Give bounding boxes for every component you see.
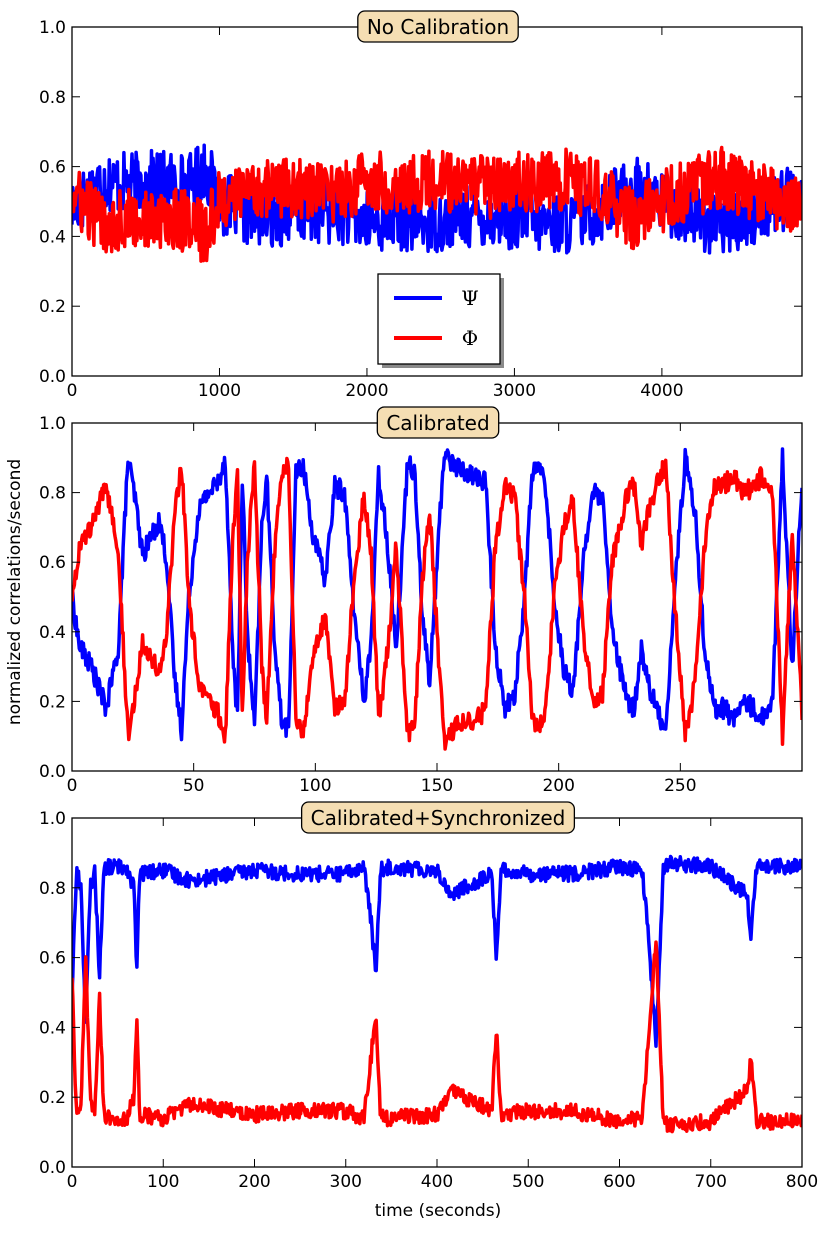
x-tick-label: 400: [421, 1172, 453, 1192]
title-text: No Calibration: [367, 15, 509, 39]
series-line-phi: [72, 145, 802, 263]
series-line-psi: [72, 447, 802, 742]
x-tick-label: 200: [542, 776, 574, 796]
axis-layer: 0.0 0.2 0.4 0.6 0.8 1.0 0 50 100 150 200 250: [39, 414, 803, 796]
y-tick-label: 1.0: [39, 414, 66, 434]
panel-calibrated-synchronized: 0.0 0.2 0.4 0.6 0.8 1.0 0 100 200 300 400 500 600 700…: [39, 801, 818, 1192]
panel-title: Calibrated+Synchronized: [300, 801, 576, 834]
y-tick-label: 0.6: [39, 553, 66, 573]
y-tick-label: 1.0: [39, 18, 66, 38]
y-tick-label: 0.8: [39, 88, 66, 108]
title-text: Calibrated: [386, 411, 489, 435]
panel-no-calibration: 0.0 0.2 0.4 0.6 0.8 1.0 0 1000 2000 3000 4000 No C…: [39, 10, 803, 401]
x-tick-label: 0: [67, 1172, 78, 1192]
legend: Ψ Φ: [377, 273, 504, 368]
x-tick-label: 4000: [640, 381, 683, 401]
panel-title: Calibrated: [376, 406, 500, 439]
y-tick-label: 0.0: [39, 1158, 66, 1178]
x-tick-label: 100: [299, 776, 331, 796]
x-tick-label: 200: [238, 1172, 270, 1192]
title-box: [376, 406, 500, 439]
title-text: Calibrated+Synchronized: [311, 806, 566, 830]
x-tick-label: 1000: [198, 381, 241, 401]
x-tick-label: 250: [664, 776, 696, 796]
y-tick-label: 0.0: [39, 367, 66, 387]
x-tick-label: 300: [330, 1172, 362, 1192]
x-axis-label: time (seconds): [375, 1201, 502, 1221]
y-tick-label: 0.2: [39, 297, 66, 317]
x-tick-label: 3000: [493, 381, 536, 401]
x-tick-label: 500: [512, 1172, 544, 1192]
y-tick-label: 1.0: [39, 809, 66, 829]
x-tick-label: 0: [67, 776, 78, 796]
x-tick-label: 150: [421, 776, 453, 796]
legend-box: [377, 273, 501, 365]
title-box: [357, 10, 519, 43]
series-layer: [72, 854, 802, 1134]
y-tick-label: 0.8: [39, 484, 66, 504]
x-tick-label: 700: [695, 1172, 727, 1192]
legend-phi-label: Φ: [462, 326, 478, 350]
series-line-psi: [72, 854, 802, 1048]
axis-layer: 0.0 0.2 0.4 0.6 0.8 1.0 0 1000 2000 3000 4000: [39, 18, 803, 401]
series-line-phi: [72, 456, 802, 751]
series-line-phi: [72, 940, 802, 1134]
panel-calibrated: 0.0 0.2 0.4 0.6 0.8 1.0 0 50 100 150 200 250 Calibr…: [39, 406, 803, 796]
y-axis-label: normalized correlations/second: [5, 459, 25, 725]
x-tick-label: 600: [603, 1172, 635, 1192]
y-tick-label: 0.6: [39, 949, 66, 969]
x-tick-label: 800: [786, 1172, 818, 1192]
panel-title: No Calibration: [357, 10, 519, 43]
x-tick-label: 100: [147, 1172, 179, 1192]
y-tick-label: 0.4: [39, 227, 66, 247]
legend-psi-label: Ψ: [461, 286, 479, 310]
y-tick-label: 0.6: [39, 158, 66, 178]
title-box: [300, 801, 576, 834]
x-tick-label: 2000: [345, 381, 388, 401]
y-tick-label: 0.2: [39, 692, 66, 712]
y-tick-label: 0.4: [39, 623, 66, 643]
y-tick-label: 0.2: [39, 1088, 66, 1108]
x-tick-label: 0: [67, 381, 78, 401]
y-tick-label: 0.4: [39, 1018, 66, 1038]
x-tick-label: 50: [183, 776, 205, 796]
y-tick-label: 0.0: [39, 762, 66, 782]
series-layer: [72, 447, 802, 751]
series-layer: [72, 143, 802, 263]
y-tick-label: 0.8: [39, 879, 66, 899]
